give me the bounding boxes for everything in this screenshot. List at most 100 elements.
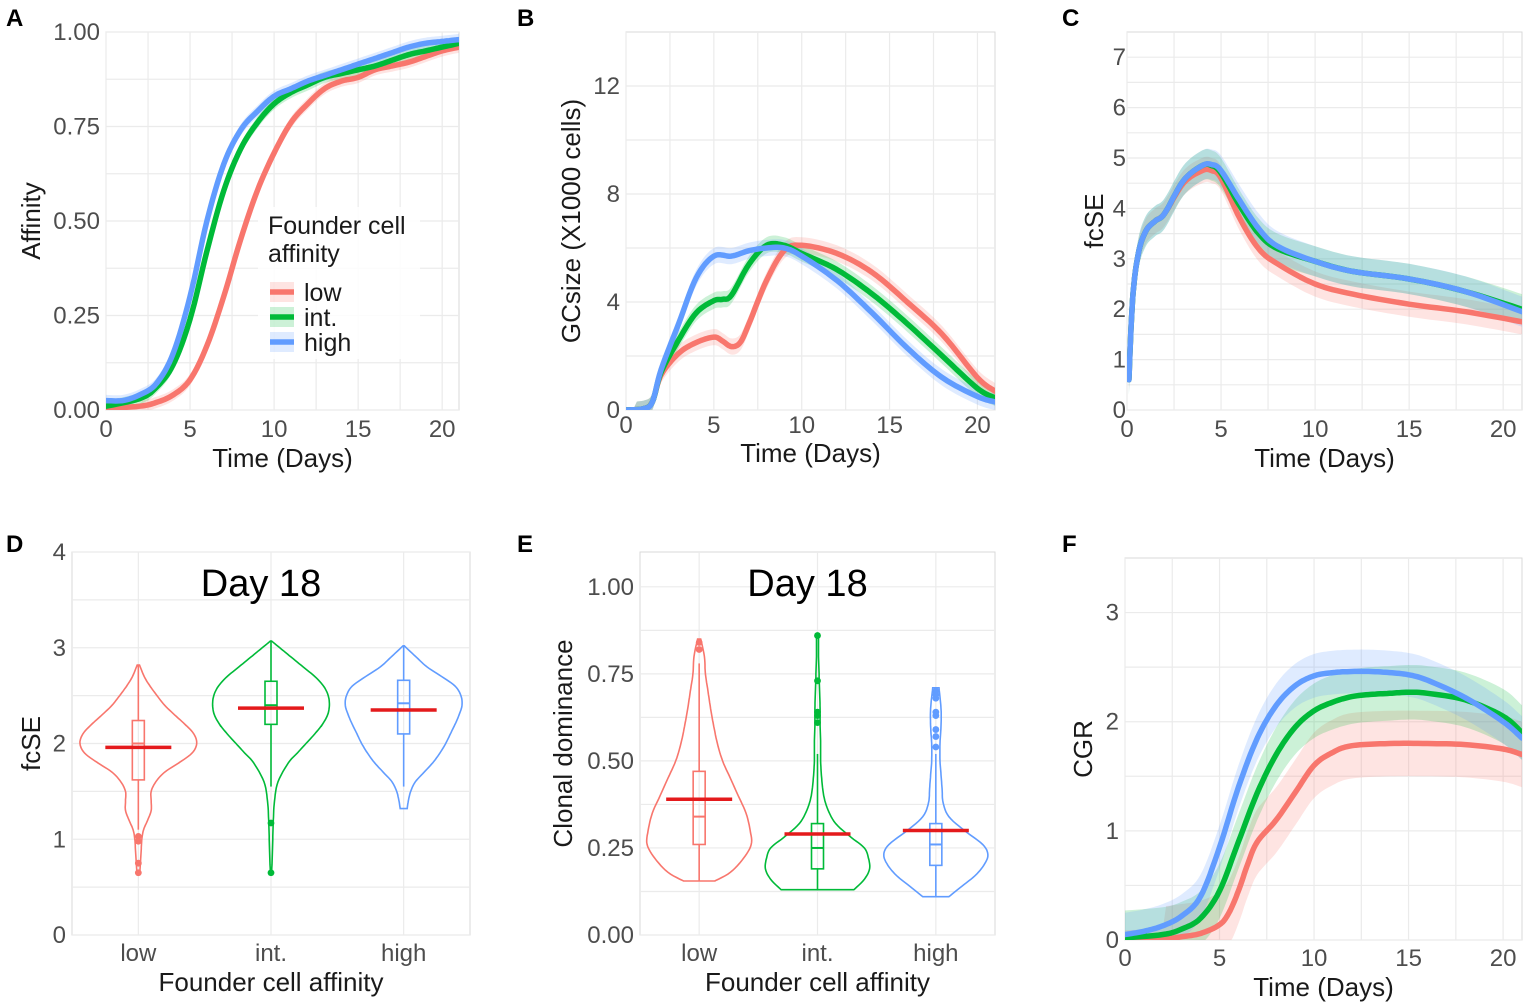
y-tick-label: 0 — [53, 922, 66, 949]
outlier-point — [932, 687, 940, 695]
y-tick-label: 0.50 — [587, 748, 634, 775]
series-line-int — [1125, 689, 1522, 940]
box-int — [264, 680, 278, 726]
outlier-point — [814, 677, 821, 685]
y-tick-label: 0.25 — [587, 835, 634, 862]
y-tick-label: 0.00 — [587, 922, 634, 949]
x-tick-label: low — [120, 940, 157, 967]
x-tick-label: int. — [255, 940, 287, 967]
outlier-point — [134, 837, 142, 845]
series-line-low — [1125, 740, 1522, 940]
x-tick-label: high — [913, 940, 958, 967]
series-layer — [1127, 148, 1522, 395]
x-tick-label: 20 — [429, 416, 456, 443]
confidence-band-low — [1125, 710, 1522, 940]
x-tick-label: 20 — [1490, 416, 1517, 443]
panel-label: A — [6, 5, 23, 32]
y-tick-label: 8 — [607, 181, 620, 208]
panel-B: 0 4 8 12 0 5 10 15 20 Time (Days) GCsize (X1000 ce… — [517, 5, 996, 468]
confidence-band-high — [1128, 148, 1522, 395]
x-tick-label: 10 — [261, 416, 288, 443]
outlier-point — [695, 639, 703, 646]
box-int — [810, 822, 825, 870]
legend-label: low — [304, 279, 342, 307]
x-tick-label: 5 — [183, 416, 196, 443]
x-tick-label: int. — [801, 940, 833, 967]
box-low — [131, 719, 146, 781]
outlier-point — [267, 819, 275, 827]
y-axis-label: CGR — [1068, 720, 1098, 778]
violin-low — [79, 664, 198, 876]
y-tick-label: 2 — [1113, 296, 1126, 323]
x-tick-label: 10 — [1302, 416, 1329, 443]
y-tick-label: 12 — [593, 73, 620, 100]
panel-C: 0 1 2 3 4 5 6 7 0 5 10 15 20 Time (Days) fcSE C — [1062, 5, 1523, 473]
violin-high — [882, 687, 989, 898]
confidence-band-high — [626, 239, 995, 410]
x-axis-label: Founder cell affinity — [705, 967, 930, 997]
y-tick-label: 1.00 — [587, 574, 634, 601]
y-tick-label: 7 — [1113, 44, 1126, 71]
panel-label: F — [1062, 531, 1077, 558]
series-line-high — [626, 244, 995, 410]
violin-low — [645, 638, 753, 882]
x-tick-label: 10 — [1301, 945, 1328, 972]
plot-title: Day 18 — [201, 563, 321, 605]
y-tick-label: 1 — [53, 826, 66, 853]
x-tick-label: 15 — [345, 416, 372, 443]
y-tick-label: 4 — [53, 539, 66, 566]
panel-label: E — [517, 531, 533, 558]
plot-title: Day 18 — [747, 563, 867, 605]
y-tick-label: 0 — [1106, 927, 1119, 954]
panel-label: D — [6, 531, 23, 558]
series-layer — [106, 33, 459, 410]
confidence-band-high — [1125, 649, 1522, 940]
panel-E: 0.00 0.25 0.50 0.75 1.00 Founder cell affinit… — [517, 531, 996, 997]
y-tick-label: 3 — [53, 635, 66, 662]
y-tick-label: 0.50 — [53, 208, 100, 235]
series-line-high — [1125, 668, 1522, 938]
plot-area — [1126, 31, 1523, 411]
y-tick-label: 0.75 — [53, 114, 100, 141]
y-tick-label: 3 — [1106, 600, 1119, 627]
y-tick-label: 4 — [1113, 195, 1126, 222]
panel-F: 0 1 2 3 0 5 10 15 20 Time (Days) CGR F — [1062, 531, 1523, 1002]
x-tick-label: 5 — [1213, 945, 1226, 972]
y-tick-label: 2 — [1106, 709, 1119, 736]
violin-int — [211, 640, 331, 876]
series-layer — [1125, 649, 1522, 940]
x-tick-label: 20 — [964, 412, 991, 439]
legend-label: high — [304, 329, 351, 357]
y-tick-label: 0.25 — [53, 303, 100, 330]
box-high — [396, 679, 411, 735]
y-tick-label: 0 — [607, 397, 620, 424]
y-axis-label: GCsize (X1000 cells) — [556, 99, 586, 343]
violin-high — [344, 645, 463, 810]
x-axis-label: Time (Days) — [1253, 972, 1394, 1002]
x-axis-label: Time (Days) — [212, 443, 353, 473]
x-tick-label: 5 — [707, 412, 720, 439]
x-axis-label: Founder cell affinity — [159, 967, 384, 997]
panel-label: B — [517, 5, 534, 32]
x-tick-label: high — [381, 940, 426, 967]
series-line-int — [106, 40, 459, 409]
series-layer — [626, 235, 995, 410]
legend-background — [258, 207, 420, 359]
x-tick-label: 5 — [1214, 416, 1227, 443]
x-tick-label: 20 — [1490, 945, 1517, 972]
legend-title-line1: Founder cell — [268, 212, 406, 240]
y-tick-label: 2 — [53, 731, 66, 758]
y-tick-label: 0 — [1113, 397, 1126, 424]
x-tick-label: 10 — [788, 412, 815, 439]
legend-title-line2: affinity — [268, 240, 340, 268]
y-tick-label: 0.00 — [53, 397, 100, 424]
confidence-band-int — [1125, 665, 1522, 940]
y-tick-label: 1 — [1106, 818, 1119, 845]
x-tick-label: 15 — [876, 412, 903, 439]
box-low — [692, 770, 706, 846]
series-line-high — [106, 36, 459, 404]
y-tick-label: 5 — [1113, 145, 1126, 172]
y-tick-label: 6 — [1113, 95, 1126, 122]
x-tick-label: 15 — [1396, 416, 1423, 443]
